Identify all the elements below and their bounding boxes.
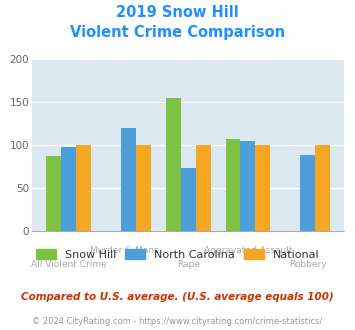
Legend: Snow Hill, North Carolina, National: Snow Hill, North Carolina, National (36, 249, 319, 260)
Bar (76, 145, 91, 231)
Text: Robbery: Robbery (289, 260, 327, 269)
Bar (61, 147, 76, 231)
Text: © 2024 CityRating.com - https://www.cityrating.com/crime-statistics/: © 2024 CityRating.com - https://www.city… (32, 317, 323, 326)
Bar (136, 145, 151, 231)
Bar (166, 98, 181, 231)
Bar (181, 168, 196, 231)
Text: Rape: Rape (177, 260, 200, 269)
Bar (255, 145, 271, 231)
Bar (225, 139, 240, 231)
Text: Aggravated Assault: Aggravated Assault (204, 247, 292, 255)
Bar (46, 156, 61, 231)
Text: All Violent Crime: All Violent Crime (31, 260, 106, 269)
Bar (121, 128, 136, 231)
Text: 2019 Snow Hill: 2019 Snow Hill (116, 5, 239, 20)
Bar (240, 141, 255, 231)
Bar (315, 145, 330, 231)
Text: Murder & Mans...: Murder & Mans... (90, 247, 167, 255)
Bar (300, 155, 315, 231)
Bar (196, 145, 211, 231)
Text: Violent Crime Comparison: Violent Crime Comparison (70, 25, 285, 40)
Text: Compared to U.S. average. (U.S. average equals 100): Compared to U.S. average. (U.S. average … (21, 292, 334, 302)
